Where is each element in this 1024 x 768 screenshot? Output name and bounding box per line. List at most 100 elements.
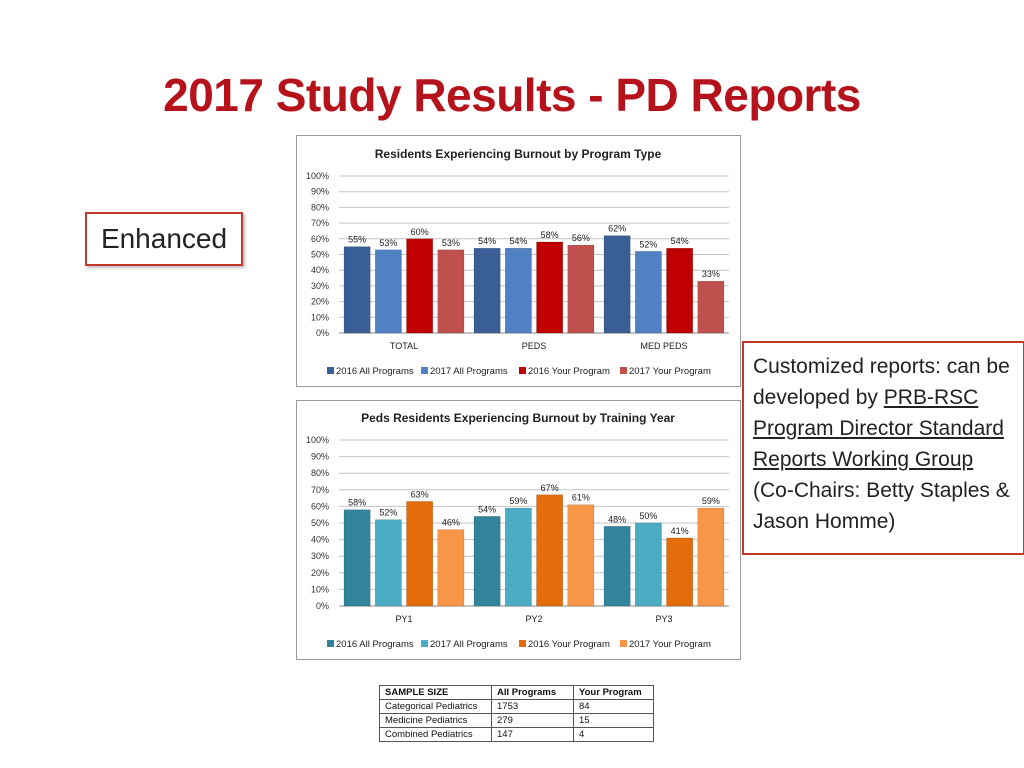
note-text-before: Customized reports: can be developed by xyxy=(753,355,1010,409)
bar xyxy=(437,249,465,334)
bar xyxy=(635,251,662,334)
legend-swatch xyxy=(421,640,428,647)
y-tick-label: 80% xyxy=(311,202,329,212)
data-label: 58% xyxy=(348,498,366,508)
chart-title: Peds Residents Experiencing Burnout by T… xyxy=(361,411,675,425)
y-tick-label: 40% xyxy=(311,535,329,545)
legend-label: 2017 Your Program xyxy=(629,639,711,650)
bar xyxy=(375,249,402,334)
chart-svg: Peds Residents Experiencing Burnout by T… xyxy=(306,411,729,650)
data-label: 55% xyxy=(348,235,366,245)
x-tick-label: TOTAL xyxy=(390,341,418,351)
table-header-row: SAMPLE SIZE All Programs Your Program xyxy=(379,685,654,700)
legend-label: 2016 All Programs xyxy=(336,366,414,377)
x-tick-label: PY2 xyxy=(525,614,542,624)
data-label: 61% xyxy=(572,493,590,503)
data-label: 59% xyxy=(702,496,720,506)
y-tick-label: 0% xyxy=(316,601,329,611)
bar xyxy=(473,247,501,334)
table-header: All Programs xyxy=(491,685,574,700)
bar xyxy=(437,529,465,607)
table-cell: 4 xyxy=(573,727,654,742)
bar xyxy=(505,247,532,334)
table-cell: 15 xyxy=(573,713,654,728)
data-label: 58% xyxy=(541,230,559,240)
y-tick-label: 50% xyxy=(311,250,329,260)
bar xyxy=(603,526,631,607)
table-cell: 1753 xyxy=(491,699,574,714)
bar xyxy=(697,280,725,334)
table-row: Categorical Pediatrics 1753 84 xyxy=(379,699,654,714)
y-tick-label: 30% xyxy=(311,551,329,561)
chart-title: Residents Experiencing Burnout by Progra… xyxy=(375,147,662,161)
bar xyxy=(666,537,693,607)
legend-label: 2017 Your Program xyxy=(629,366,711,377)
y-tick-label: 70% xyxy=(311,218,329,228)
data-label: 56% xyxy=(572,233,590,243)
legend-swatch xyxy=(519,640,526,647)
y-tick-label: 20% xyxy=(311,297,329,307)
data-label: 62% xyxy=(608,224,626,234)
x-tick-label: PY3 xyxy=(655,614,672,624)
data-label: 52% xyxy=(639,239,657,249)
bar xyxy=(505,507,532,607)
legend-swatch xyxy=(327,640,334,647)
sample-size-table: SAMPLE SIZE All Programs Your Program Ca… xyxy=(379,685,654,742)
data-label: 53% xyxy=(442,238,460,248)
table-row: Combined Pediatrics 147 4 xyxy=(379,727,654,742)
data-label: 54% xyxy=(478,504,496,514)
enhanced-label: Enhanced xyxy=(85,212,243,266)
bar xyxy=(343,509,371,607)
y-tick-label: 10% xyxy=(311,312,329,322)
bar xyxy=(567,244,595,334)
y-tick-label: 0% xyxy=(316,328,329,338)
x-tick-label: PEDS xyxy=(522,341,547,351)
y-tick-label: 60% xyxy=(311,501,329,511)
bar xyxy=(666,247,693,334)
legend-swatch xyxy=(327,367,334,374)
legend-swatch xyxy=(620,367,627,374)
bar xyxy=(343,246,371,334)
table-header: SAMPLE SIZE xyxy=(379,685,492,700)
table-row: Medicine Pediatrics 279 15 xyxy=(379,713,654,728)
legend-label: 2017 All Programs xyxy=(430,639,508,650)
slide-title: 2017 Study Results - PD Reports xyxy=(163,69,861,121)
y-tick-label: 90% xyxy=(311,187,329,197)
customized-reports-note: Customized reports: can be developed by … xyxy=(742,341,1024,555)
burnout-by-training-year-chart: Peds Residents Experiencing Burnout by T… xyxy=(296,400,741,660)
y-tick-label: 30% xyxy=(311,281,329,291)
data-label: 63% xyxy=(411,489,429,499)
data-label: 52% xyxy=(379,508,397,518)
data-label: 60% xyxy=(411,227,429,237)
bar xyxy=(536,494,563,607)
table-cell: 279 xyxy=(491,713,574,728)
legend-swatch xyxy=(421,367,428,374)
bar xyxy=(603,235,631,334)
data-label: 53% xyxy=(379,238,397,248)
y-tick-label: 60% xyxy=(311,234,329,244)
y-tick-label: 90% xyxy=(311,452,329,462)
y-tick-label: 50% xyxy=(311,518,329,528)
bar xyxy=(375,519,402,607)
y-tick-label: 40% xyxy=(311,265,329,275)
bar xyxy=(697,507,725,607)
table-cell: Combined Pediatrics xyxy=(379,727,492,742)
data-label: 41% xyxy=(671,526,689,536)
burnout-by-program-type-chart: Residents Experiencing Burnout by Progra… xyxy=(296,135,741,387)
x-tick-label: MED PEDS xyxy=(640,341,687,351)
working-group-link[interactable]: PRB-RSC Program Director Standard Report… xyxy=(753,386,1004,471)
y-tick-label: 100% xyxy=(306,435,329,445)
legend-swatch xyxy=(519,367,526,374)
legend-label: 2016 Your Program xyxy=(528,366,610,377)
data-label: 54% xyxy=(509,236,527,246)
bar xyxy=(473,516,501,607)
bar xyxy=(567,504,595,607)
data-label: 33% xyxy=(702,269,720,279)
chart-svg: Residents Experiencing Burnout by Progra… xyxy=(306,147,729,377)
table-cell: 147 xyxy=(491,727,574,742)
table-header: Your Program xyxy=(573,685,654,700)
x-tick-label: PY1 xyxy=(395,614,412,624)
y-tick-label: 20% xyxy=(311,568,329,578)
legend-swatch xyxy=(620,640,627,647)
table-cell: 84 xyxy=(573,699,654,714)
